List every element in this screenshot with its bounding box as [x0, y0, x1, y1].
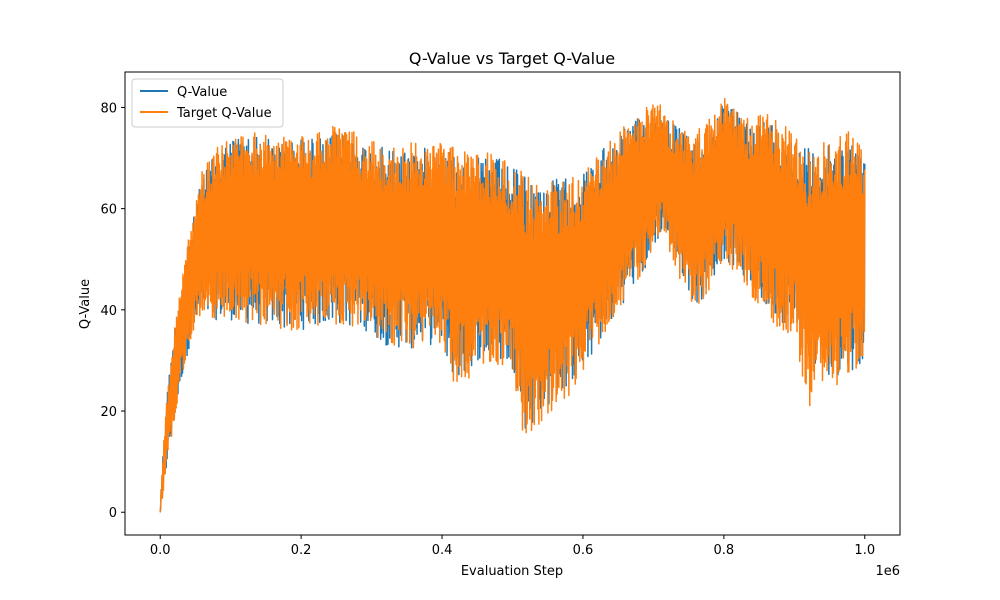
legend: Q-Value Target Q-Value [131, 78, 284, 128]
plot-area [125, 72, 900, 535]
legend-box [131, 78, 284, 128]
x-tick-label: 0.0 [150, 543, 171, 558]
x-tick-label: 1.0 [854, 543, 875, 558]
y-axis: 0 20 40 60 80 [100, 101, 125, 521]
x-axis-offset-label: 1e6 [875, 564, 900, 579]
y-tick-label: 60 [100, 203, 117, 218]
x-tick-label: 0.4 [432, 543, 453, 558]
y-tick-label: 20 [100, 405, 117, 420]
x-tick-label: 0.6 [573, 543, 594, 558]
series-line-target-q-value [159, 97, 866, 513]
y-tick-label: 80 [100, 101, 117, 116]
y-axis-title: Q-Value [78, 279, 93, 329]
plot-frame [124, 71, 901, 536]
chart-title: Q-Value vs Target Q-Value [409, 49, 615, 68]
y-tick-label: 40 [100, 304, 117, 319]
series-layer [159, 97, 866, 513]
legend-label-target-q-value: Target Q-Value [176, 106, 272, 121]
x-tick-label: 0.2 [291, 543, 312, 558]
x-axis: 0.0 0.2 0.4 0.6 0.8 1.0 [150, 535, 875, 558]
x-tick-label: 0.8 [714, 543, 735, 558]
x-axis-title: Evaluation Step [461, 564, 563, 579]
legend-label-q-value: Q-Value [177, 85, 227, 100]
y-tick-label: 0 [109, 506, 117, 521]
